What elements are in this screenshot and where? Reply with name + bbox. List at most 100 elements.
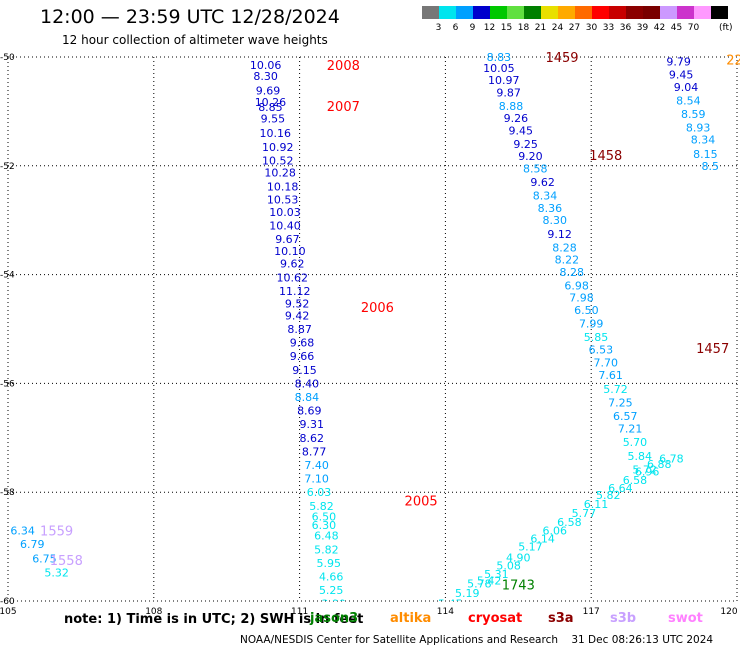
wave-height-value: 11.12 <box>279 285 311 298</box>
legend-swatch <box>711 6 728 19</box>
x-tick-label: 114 <box>437 607 454 617</box>
wave-height-value: 10.26 <box>255 96 287 109</box>
wave-height-value: 6.53 <box>589 344 614 357</box>
wave-height-value: 8.93 <box>686 122 711 135</box>
wave-height-value: 6.14 <box>530 532 555 545</box>
wave-height-value: 7.10 <box>304 473 329 486</box>
wave-height-value: 8.77 <box>302 445 327 458</box>
wave-height-value: 9.87 <box>496 86 521 99</box>
x-tick-label: 120 <box>720 607 737 617</box>
wave-height-value: 9.20 <box>518 150 543 163</box>
footer-note: note: 1) Time is in UTC; 2) SWH is in fe… <box>64 612 364 627</box>
x-tick-label: 111 <box>291 607 308 617</box>
legend-label: 30 <box>585 23 598 33</box>
legend-label: 24 <box>551 23 564 33</box>
legend-label: 27 <box>568 23 581 33</box>
wave-height-value: 7.70 <box>594 357 619 370</box>
wave-height-value: 5.31 <box>484 568 509 581</box>
wave-height-value: 6.78 <box>659 452 684 465</box>
wave-height-value: 9.69 <box>256 85 281 98</box>
wave-height-value: 9.25 <box>513 138 538 151</box>
pass-time-label: 1743 <box>502 579 535 594</box>
wave-height-value: 5.78 <box>467 578 492 591</box>
legend-label: 45 <box>670 23 683 33</box>
wave-height-value: 5.84 <box>628 450 653 463</box>
wave-height-value: 6.48 <box>314 530 339 543</box>
wave-height-value: 7.25 <box>608 396 633 409</box>
wave-height-value: 6.58 <box>557 516 582 529</box>
pass-time-label: 1459 <box>545 51 578 66</box>
y-tick-label: -56 <box>0 379 15 389</box>
satellite-label-s3a: s3a <box>548 611 574 626</box>
wave-height-value: 10.03 <box>269 206 301 219</box>
wave-height-value: 6.64 <box>608 482 633 495</box>
wave-height-value: 6.98 <box>564 279 589 292</box>
pass-time-label: 2006 <box>361 301 394 316</box>
wave-height-value: 5.85 <box>584 331 609 344</box>
wave-height-value: 9.31 <box>300 418 325 431</box>
wave-height-value: 10.40 <box>269 220 301 233</box>
wave-height-value: 7.40 <box>304 459 329 472</box>
legend-swatch <box>524 6 541 19</box>
wave-height-value: 9.62 <box>280 258 305 271</box>
legend-label: 70 <box>687 23 700 33</box>
wave-height-value: 8.28 <box>560 266 585 279</box>
wave-height-value: 9.62 <box>530 176 555 189</box>
pass-time-label: 2008 <box>327 59 360 74</box>
wave-height-value: 10.16 <box>260 127 292 140</box>
wave-height-value: 7.21 <box>618 423 643 436</box>
wave-height-value: 8.85 <box>258 101 283 114</box>
wave-height-value: 6.03 <box>307 486 332 499</box>
wave-height-value: 8.15 <box>693 148 718 161</box>
legend-unit: (ft) <box>719 23 733 33</box>
wave-height-value: 9.26 <box>504 112 529 125</box>
wave-height-value: 8.58 <box>523 163 548 176</box>
legend-swatch <box>694 6 711 19</box>
wave-height-value: 8.88 <box>499 100 524 113</box>
plot-area: 10.068.309.6910.268.859.5510.1610.9210.5… <box>10 51 740 611</box>
wave-height-value: 4.66 <box>319 571 344 584</box>
wave-height-value: 10.05 <box>483 62 515 75</box>
wave-height-value: 5.42 <box>477 574 502 587</box>
wave-height-value: 8.5 <box>702 160 720 173</box>
wave-height-value: 7.98 <box>569 291 594 304</box>
chart-title: 12:00 — 23:59 UTC 12/28/2024 <box>40 6 340 28</box>
wave-height-value: 8.28 <box>552 241 577 254</box>
wave-height-value: 8.84 <box>295 391 320 404</box>
wave-height-value: 6.96 <box>635 466 660 479</box>
wave-height-value: 3.90 <box>321 598 346 611</box>
wave-height-value: 5.72 <box>603 383 628 396</box>
x-tick-label: 117 <box>583 607 600 617</box>
legend-label: 12 <box>483 23 496 33</box>
pass-time-label: 1558 <box>50 554 83 569</box>
wave-height-value: 8.22 <box>555 253 580 266</box>
pass-time-label: 2005 <box>405 494 438 509</box>
legend-swatch <box>507 6 524 19</box>
legend-swatch <box>541 6 558 19</box>
x-tick-label: 105 <box>0 607 17 617</box>
wave-height-value: 9.12 <box>547 228 572 241</box>
pass-time-label: 1458 <box>589 149 622 164</box>
y-tick-label: -50 <box>0 53 15 63</box>
legend-label: 18 <box>517 23 530 33</box>
wave-height-value: 10.06 <box>250 59 282 72</box>
plot-frame <box>7 56 738 602</box>
wave-height-value: 9.68 <box>290 337 315 350</box>
legend-swatch <box>660 6 677 19</box>
legend-swatch <box>490 6 507 19</box>
legend-label: 3 <box>435 23 442 33</box>
wave-height-value: 8.69 <box>297 405 322 418</box>
legend-swatch <box>626 6 643 19</box>
wave-height-value: 6.58 <box>623 474 648 487</box>
legend-label: 36 <box>619 23 632 33</box>
wave-height-value: 10.18 <box>267 180 299 193</box>
y-tick-label: -54 <box>0 271 15 281</box>
legend-label: 15 <box>500 23 513 33</box>
satellite-label-jason3: jason3 <box>310 611 359 626</box>
wave-height-value: 8.54 <box>676 95 701 108</box>
legend-swatch <box>643 6 660 19</box>
wave-height-value: 5.17 <box>518 541 543 554</box>
wave-height-value: 5.25 <box>319 584 344 597</box>
x-tick-label: 108 <box>145 607 162 617</box>
legend-swatch <box>677 6 694 19</box>
